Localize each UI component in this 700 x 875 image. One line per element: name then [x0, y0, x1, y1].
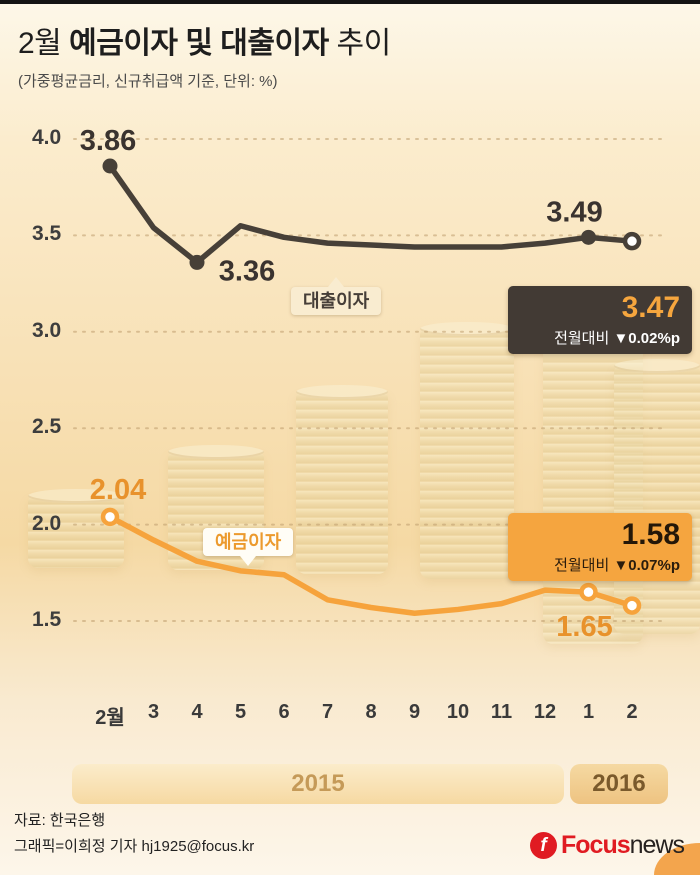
year-band-2016: 2016: [570, 764, 668, 804]
x-axis-label: 4: [191, 701, 203, 723]
coin-stack-decoration: [28, 489, 124, 568]
deposit-latest-change: 전월대비 ▼0.07%p: [554, 554, 680, 575]
year-band-2015-label: 2015: [291, 770, 345, 797]
focus-news-logo-news: news: [629, 831, 685, 859]
x-axis-label: 2월: [95, 707, 125, 729]
coin-stack-decoration: [614, 359, 700, 634]
y-axis-label: 3.0: [32, 318, 62, 342]
x-axis-label: 3: [147, 701, 160, 723]
deposit-series-label-text: 예금이자: [215, 532, 282, 552]
year-band-2015: 2015: [72, 764, 564, 804]
deposit-latest-value: 1.58: [621, 518, 680, 551]
deposit-latest-callout: 1.58 전월대비 ▼0.07%p: [508, 513, 692, 581]
loan-change-label: 전월대비: [554, 329, 610, 347]
footer: 자료: 한국은행 그래픽=이희정 기자 hj1925@focus.kr f Fo…: [0, 809, 700, 875]
deposit-change-delta: ▼0.07%p: [613, 556, 680, 574]
x-axis-label: 1: [582, 701, 595, 723]
y-axis-label: 3.5: [32, 222, 62, 246]
y-axis-label: 1.5: [32, 608, 62, 631]
focus-news-logo: f Focus news: [530, 831, 685, 860]
page-title: 2월 예금이자 및 대출이자 추이: [18, 18, 391, 62]
focus-news-logo-focus: Focus: [561, 831, 631, 859]
x-axis-label: 11: [490, 701, 513, 723]
loan-latest-callout: 3.47 전월대비 ▼0.02%p: [508, 286, 692, 354]
title-strong: 예금이자 및 대출이자: [69, 27, 329, 60]
focus-news-logo-icon: f: [530, 832, 557, 859]
x-axis-label: 6: [278, 701, 290, 723]
coin-stack-decoration: [296, 385, 388, 574]
y-axis-label: 2.5: [32, 415, 62, 439]
x-axis-label: 2: [626, 701, 638, 723]
loan-latest-change: 전월대비 ▼0.02%p: [554, 327, 680, 348]
x-axis-label: 9: [408, 701, 421, 723]
data-source: 자료: 한국은행: [14, 812, 106, 829]
graphic-credit: 그래픽=이희정 기자 hj1925@focus.kr: [14, 838, 255, 855]
x-axis-label: 10: [446, 701, 470, 723]
loan-series-label-text: 대출이자: [303, 291, 370, 311]
chart-subtitle: (가중평균금리, 신규취급액 기준, 단위: %): [18, 73, 278, 90]
loan-series-label: 대출이자: [291, 277, 382, 315]
y-axis-label: 4.0: [32, 126, 62, 149]
loan-latest-value: 3.47: [621, 291, 680, 324]
coin-stack-decoration: [420, 322, 514, 579]
x-axis-label: 12: [533, 701, 557, 723]
point-value-label: 3.86: [80, 125, 136, 157]
x-axis-label: 5: [234, 701, 247, 723]
title-prefix: 2월: [18, 27, 70, 60]
x-axis-label: 8: [365, 701, 377, 723]
year-band-2016-label: 2016: [592, 770, 646, 797]
point-value-label: 3.49: [546, 196, 602, 228]
deposit-change-label: 전월대비: [554, 556, 610, 574]
point-value-label: 3.36: [219, 255, 275, 287]
loan-change-delta: ▼0.02%p: [613, 329, 680, 347]
deposit-series-label: 예금이자: [203, 528, 294, 566]
title-suffix: 추이: [328, 27, 392, 60]
header: 2월 예금이자 및 대출이자 추이 (가중평균금리, 신규취급액 기준, 단위:…: [18, 18, 391, 91]
x-axis-label: 7: [321, 701, 334, 723]
